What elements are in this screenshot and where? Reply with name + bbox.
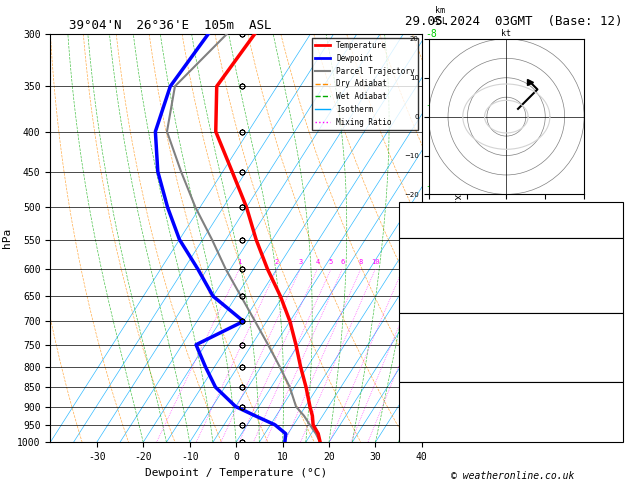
Text: -6: -6 [426, 181, 437, 191]
Text: 29.05.2024  03GMT  (Base: 12): 29.05.2024 03GMT (Base: 12) [405, 15, 623, 28]
Text: Pressure (mb): Pressure (mb) [406, 326, 482, 336]
Text: 10: 10 [371, 259, 380, 265]
Text: -5: -5 [426, 228, 437, 238]
Text: -3: -3 [426, 316, 437, 326]
Text: Hodograph: Hodograph [484, 387, 538, 398]
Text: 44: 44 [604, 225, 616, 235]
Text: -2: -2 [426, 357, 437, 367]
Text: 313: 313 [599, 273, 616, 283]
Text: 18.1: 18.1 [593, 250, 616, 260]
Text: StmDir: StmDir [406, 416, 441, 426]
Text: 8: 8 [359, 259, 363, 265]
Text: km
ASL: km ASL [433, 6, 448, 26]
Text: 925: 925 [599, 326, 616, 336]
Text: 315: 315 [599, 337, 616, 347]
Text: Surface: Surface [491, 244, 532, 254]
Text: CIN (J): CIN (J) [406, 370, 447, 381]
Text: -4: -4 [426, 278, 437, 288]
Text: 0: 0 [611, 370, 616, 381]
Text: 4: 4 [611, 284, 616, 294]
Text: 0: 0 [611, 295, 616, 305]
Text: CIN (J): CIN (J) [406, 306, 447, 316]
Text: Temp (°C): Temp (°C) [406, 250, 459, 260]
Text: Totals Totals: Totals Totals [406, 225, 482, 235]
Text: CAPE (J): CAPE (J) [406, 295, 453, 305]
Text: 6: 6 [340, 259, 345, 265]
Text: 15: 15 [399, 259, 407, 265]
Text: © weatheronline.co.uk: © weatheronline.co.uk [451, 471, 574, 481]
Text: -8: -8 [426, 29, 437, 39]
Text: 4: 4 [315, 259, 320, 265]
Text: θe (K): θe (K) [406, 337, 441, 347]
Text: StmSpd (kt): StmSpd (kt) [406, 427, 470, 437]
Text: EH: EH [406, 394, 418, 404]
Text: 39°04'N  26°36'E  105m  ASL: 39°04'N 26°36'E 105m ASL [69, 19, 271, 33]
Text: 9: 9 [611, 427, 616, 437]
Text: 1: 1 [237, 259, 242, 265]
Text: -7: -7 [426, 100, 437, 110]
Text: 3: 3 [298, 259, 303, 265]
Text: 2: 2 [275, 259, 279, 265]
Text: SREH: SREH [406, 405, 429, 415]
Text: Lifted Index: Lifted Index [406, 348, 476, 358]
Text: 15: 15 [604, 405, 616, 415]
Legend: Temperature, Dewpoint, Parcel Trajectory, Dry Adiabat, Wet Adiabat, Isotherm, Mi: Temperature, Dewpoint, Parcel Trajectory… [312, 38, 418, 130]
Text: K: K [406, 214, 411, 224]
Text: 10.5: 10.5 [593, 261, 616, 272]
Text: 4: 4 [611, 348, 616, 358]
Text: 9: 9 [611, 394, 616, 404]
X-axis label: Dewpoint / Temperature (°C): Dewpoint / Temperature (°C) [145, 468, 327, 478]
Text: 318°: 318° [593, 416, 616, 426]
Text: -LCL: -LCL [426, 417, 449, 426]
Text: CAPE (J): CAPE (J) [406, 359, 453, 369]
Text: 0: 0 [611, 359, 616, 369]
Y-axis label: hPa: hPa [1, 228, 11, 248]
Text: Most Unstable: Most Unstable [473, 319, 549, 330]
Text: Mixing Ratio (g/kg): Mixing Ratio (g/kg) [452, 182, 462, 294]
Text: θe(K): θe(K) [406, 273, 435, 283]
Title: kt: kt [501, 29, 511, 38]
Text: 16: 16 [604, 214, 616, 224]
Text: 5: 5 [329, 259, 333, 265]
Text: Dewp (°C): Dewp (°C) [406, 261, 459, 272]
Text: 0: 0 [611, 306, 616, 316]
Text: Lifted Index: Lifted Index [406, 284, 476, 294]
